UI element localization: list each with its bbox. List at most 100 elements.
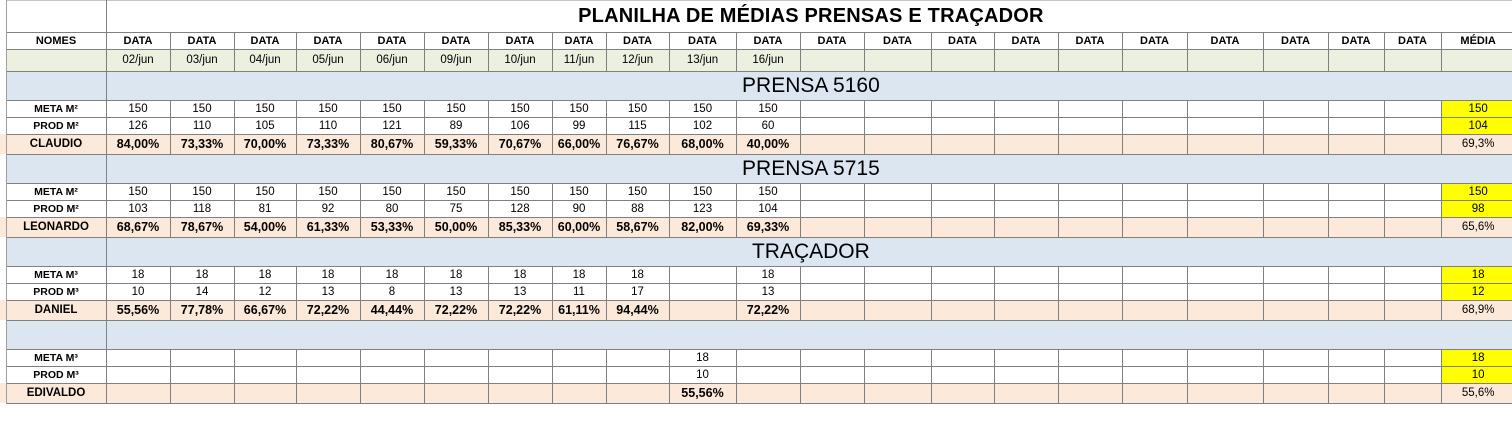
meta-value[interactable]	[552, 349, 607, 367]
meta-value[interactable]: 150	[669, 100, 737, 118]
prod-value[interactable]	[1187, 117, 1264, 135]
date-cell[interactable]: 05/jun	[296, 49, 361, 72]
prod-value[interactable]: 103	[106, 200, 171, 218]
meta-value[interactable]	[1263, 349, 1329, 367]
prod-value[interactable]	[1384, 117, 1442, 135]
prod-value[interactable]	[360, 366, 425, 384]
pct-value[interactable]	[1058, 134, 1123, 155]
header-data[interactable]: DATA	[1384, 32, 1442, 50]
pct-value[interactable]: 78,67%	[170, 217, 235, 238]
prod-value[interactable]	[931, 283, 995, 301]
meta-value[interactable]: 150	[488, 183, 553, 201]
meta-value[interactable]	[931, 266, 995, 284]
pct-value[interactable]: 72,22%	[488, 300, 553, 321]
meta-value[interactable]	[994, 349, 1059, 367]
meta-value[interactable]: 18	[360, 266, 425, 284]
meta-value[interactable]	[1058, 100, 1123, 118]
pct-value[interactable]: 44,44%	[360, 300, 425, 321]
pct-value[interactable]	[1187, 134, 1264, 155]
dates-label-cell[interactable]	[6, 49, 107, 72]
meta-value[interactable]	[1122, 266, 1188, 284]
prod-value[interactable]: 14	[170, 283, 235, 301]
prod-value[interactable]	[864, 283, 932, 301]
meta-value[interactable]: 150	[552, 183, 607, 201]
pct-value[interactable]	[170, 383, 235, 404]
prod-value[interactable]	[994, 366, 1059, 384]
pct-average[interactable]: 65,6%	[1441, 217, 1512, 238]
prod-value[interactable]	[736, 366, 801, 384]
prod-value[interactable]	[994, 283, 1059, 301]
meta-value[interactable]: 18	[488, 266, 553, 284]
prod-label[interactable]: PROD M³	[6, 366, 107, 384]
pct-label[interactable]: DANIEL	[6, 300, 107, 321]
prod-value[interactable]	[552, 366, 607, 384]
meta-value[interactable]	[1058, 183, 1123, 201]
header-data[interactable]: DATA	[1263, 32, 1329, 50]
meta-value[interactable]	[800, 349, 865, 367]
pct-value[interactable]: 69,33%	[736, 217, 801, 238]
section-title[interactable]	[106, 320, 1512, 350]
pct-value[interactable]: 80,67%	[360, 134, 425, 155]
prod-value[interactable]: 128	[488, 200, 553, 218]
pct-value[interactable]	[1058, 217, 1123, 238]
date-cell[interactable]	[1384, 49, 1442, 72]
meta-value[interactable]	[234, 349, 297, 367]
date-cell[interactable]	[1187, 49, 1264, 72]
prod-value[interactable]	[1058, 366, 1123, 384]
meta-value[interactable]	[864, 183, 932, 201]
prod-average[interactable]: 104	[1441, 117, 1512, 135]
pct-value[interactable]: 50,00%	[424, 217, 489, 238]
meta-value[interactable]	[1122, 100, 1188, 118]
pct-value[interactable]	[1384, 383, 1442, 404]
prod-value[interactable]	[1263, 200, 1329, 218]
section-title[interactable]: PRENSA 5715	[106, 154, 1512, 184]
prod-value[interactable]: 13	[424, 283, 489, 301]
prod-value[interactable]	[1384, 366, 1442, 384]
header-data[interactable]: DATA	[1122, 32, 1188, 50]
date-cell[interactable]: 16/jun	[736, 49, 801, 72]
pct-average[interactable]: 68,9%	[1441, 300, 1512, 321]
meta-value[interactable]	[1328, 183, 1385, 201]
prod-average[interactable]: 98	[1441, 200, 1512, 218]
meta-average[interactable]: 18	[1441, 349, 1512, 367]
meta-value[interactable]	[296, 349, 361, 367]
prod-value[interactable]: 89	[424, 117, 489, 135]
prod-value[interactable]	[296, 366, 361, 384]
meta-value[interactable]: 150	[736, 183, 801, 201]
prod-value[interactable]	[424, 366, 489, 384]
date-cell[interactable]	[1328, 49, 1385, 72]
pct-value[interactable]	[360, 383, 425, 404]
section-gap-cell[interactable]	[6, 320, 107, 350]
pct-label[interactable]: EDIVALDO	[6, 383, 107, 404]
meta-label[interactable]: META M³	[6, 266, 107, 284]
prod-value[interactable]: 115	[606, 117, 670, 135]
date-cell[interactable]: 13/jun	[669, 49, 737, 72]
prod-value[interactable]: 121	[360, 117, 425, 135]
prod-value[interactable]	[864, 366, 932, 384]
pct-value[interactable]: 70,67%	[488, 134, 553, 155]
meta-value[interactable]: 18	[106, 266, 171, 284]
meta-value[interactable]	[488, 349, 553, 367]
meta-value[interactable]	[1187, 183, 1264, 201]
meta-value[interactable]	[1187, 266, 1264, 284]
pct-value[interactable]	[1263, 134, 1329, 155]
sheet-title[interactable]: PLANILHA DE MÉDIAS PRENSAS E TRAÇADOR	[106, 0, 1512, 33]
header-data[interactable]: DATA	[606, 32, 670, 50]
header-data[interactable]: DATA	[360, 32, 425, 50]
prod-value[interactable]	[1187, 366, 1264, 384]
meta-value[interactable]: 150	[296, 100, 361, 118]
meta-value[interactable]	[1263, 100, 1329, 118]
meta-value[interactable]	[994, 100, 1059, 118]
pct-value[interactable]	[1187, 383, 1264, 404]
pct-value[interactable]	[106, 383, 171, 404]
pct-value[interactable]: 77,78%	[170, 300, 235, 321]
pct-value[interactable]	[864, 300, 932, 321]
pct-value[interactable]: 82,00%	[669, 217, 737, 238]
pct-value[interactable]: 94,44%	[606, 300, 670, 321]
pct-value[interactable]	[1328, 217, 1385, 238]
header-data[interactable]: DATA	[994, 32, 1059, 50]
prod-value[interactable]	[1263, 117, 1329, 135]
date-cell[interactable]: 11/jun	[552, 49, 607, 72]
prod-value[interactable]	[1328, 283, 1385, 301]
meta-value[interactable]: 150	[106, 183, 171, 201]
